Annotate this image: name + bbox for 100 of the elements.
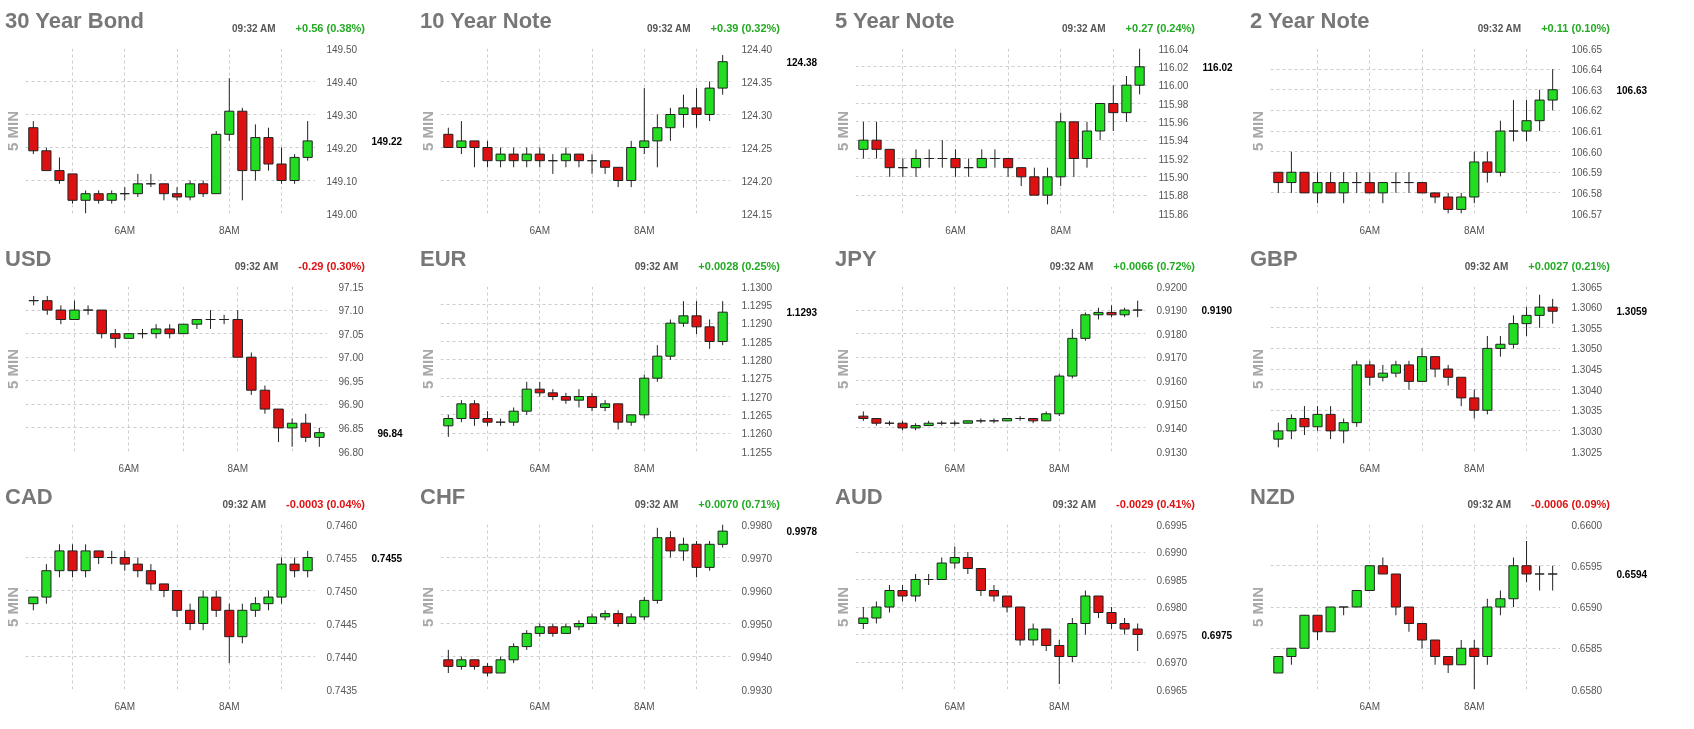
candlestick [613, 166, 624, 188]
chart-title: EUR [420, 245, 468, 273]
y-tick-label: 0.6995 [1156, 519, 1188, 531]
x-tick-label: 8AM [1464, 700, 1485, 712]
x-tick-label: 6AM [944, 700, 966, 712]
candlestick [106, 550, 117, 565]
y-tick-label: 106.62 [1571, 105, 1603, 117]
candlestick [1106, 606, 1117, 630]
candlestick [171, 186, 183, 201]
candlestick [1534, 565, 1545, 591]
candlestick [171, 590, 183, 618]
y-tick-label: 106.61 [1571, 126, 1603, 137]
candlestick [678, 300, 689, 328]
x-tick-label: 8AM [634, 462, 655, 474]
candlestick [54, 156, 65, 185]
y-axis-title: 5 MIN [1248, 586, 1266, 627]
candlestick [1286, 151, 1297, 194]
candlestick [1351, 171, 1362, 194]
y-tick-label: 0.7435 [326, 684, 358, 696]
candlestick [1054, 639, 1065, 685]
y-tick-label: 0.9130 [1156, 446, 1188, 458]
y-tick-label: 116.04 [1158, 43, 1189, 55]
candlestick [1286, 413, 1297, 440]
candlestick [897, 158, 908, 178]
y-tick-label: 116.02 [1158, 61, 1189, 73]
x-tick-label: 8AM [227, 462, 248, 474]
candlestick [1456, 376, 1467, 407]
candlestick [185, 603, 196, 631]
text: +0.11 (0.10%) [1541, 20, 1610, 36]
chart-title: NZD [1250, 483, 1297, 511]
candlestick [665, 530, 676, 558]
candlestick [1134, 48, 1145, 95]
x-tick-label: 8AM [634, 700, 655, 712]
candlestick [1325, 171, 1336, 194]
y-tick-label: 124.15 [741, 208, 773, 220]
y-tick-label: 1.3030 [1571, 425, 1603, 437]
candlestick [54, 543, 65, 578]
y-tick-label: 115.96 [1158, 116, 1189, 128]
y-tick-label: 0.6580 [1571, 684, 1603, 696]
text: +0.39 (0.32%) [710, 20, 780, 36]
candlestick [924, 148, 935, 169]
candlestick [469, 140, 480, 168]
x-tick-label: 6AM [529, 224, 551, 236]
candlestick [678, 94, 689, 129]
y-tick-label: 149.20 [326, 142, 358, 154]
y-axis-title: 5 MIN [833, 110, 851, 151]
candlestick [55, 304, 67, 325]
y-tick-label: 1.3060 [1571, 302, 1603, 314]
candlestick [691, 87, 702, 129]
x-tick-label: 8AM [1050, 224, 1071, 236]
text: -0.29 (0.30%) [298, 258, 365, 274]
y-tick-label: 0.9950 [741, 618, 773, 630]
candlestick [976, 148, 987, 169]
candlestick [1469, 389, 1480, 419]
x-tick-label: 6AM [114, 224, 136, 236]
candlestick [1299, 405, 1310, 436]
y-axis-title: 5 MIN [3, 586, 21, 627]
x-tick-label: 6AM [529, 700, 551, 712]
candlestick [1041, 628, 1052, 652]
y-tick-label: 0.6990 [1156, 547, 1188, 558]
y-tick-label: 96.95 [338, 375, 364, 387]
y-tick-label: 115.92 [1158, 153, 1189, 165]
candlestick [289, 153, 300, 185]
y-tick-label: 0.6970 [1156, 657, 1188, 668]
candlestick [949, 546, 960, 569]
y-tick-label: 1.1300 [741, 281, 773, 293]
y-tick-label: 97.10 [338, 305, 364, 317]
x-tick-label: 8AM [1464, 462, 1485, 474]
y-tick-label: 97.05 [338, 328, 364, 340]
candlestick [456, 399, 467, 423]
candlestick [1364, 171, 1375, 194]
y-tick-label: 149.50 [326, 43, 358, 55]
candlestick [652, 114, 663, 168]
y-axis-title: 5 MIN [833, 586, 851, 627]
candlestick [975, 568, 986, 597]
candlestick [443, 414, 454, 438]
candlestick [586, 153, 598, 175]
chart-subtitle: 09:32 AM [1052, 498, 1097, 513]
y-tick-label: 149.10 [326, 175, 358, 187]
candlestick [1430, 192, 1441, 204]
y-tick-label: 106.59 [1571, 167, 1603, 179]
candlestick [443, 649, 454, 674]
candlestick [1495, 590, 1506, 616]
text: +0.56 (0.38%) [295, 20, 365, 36]
candlestick [218, 314, 230, 325]
candlestick [119, 550, 130, 572]
candlestick [443, 127, 454, 148]
y-tick-label: 0.6600 [1571, 519, 1603, 531]
y-tick-label: 1.3035 [1571, 405, 1603, 417]
candlestick [286, 418, 298, 448]
chart-subtitle: 09:32 AM [1049, 260, 1094, 275]
candlestick [871, 121, 882, 159]
y-tick-label: 1.1275 [741, 373, 773, 385]
y-tick-label: 124.35 [741, 76, 773, 88]
candlestick [1403, 606, 1415, 633]
candlestick [314, 427, 325, 448]
text: -0.0029 (0.41%) [1116, 496, 1195, 512]
candlestick [1108, 84, 1119, 132]
candlestick [910, 148, 922, 178]
y-tick-label: 0.9190 [1156, 305, 1188, 317]
